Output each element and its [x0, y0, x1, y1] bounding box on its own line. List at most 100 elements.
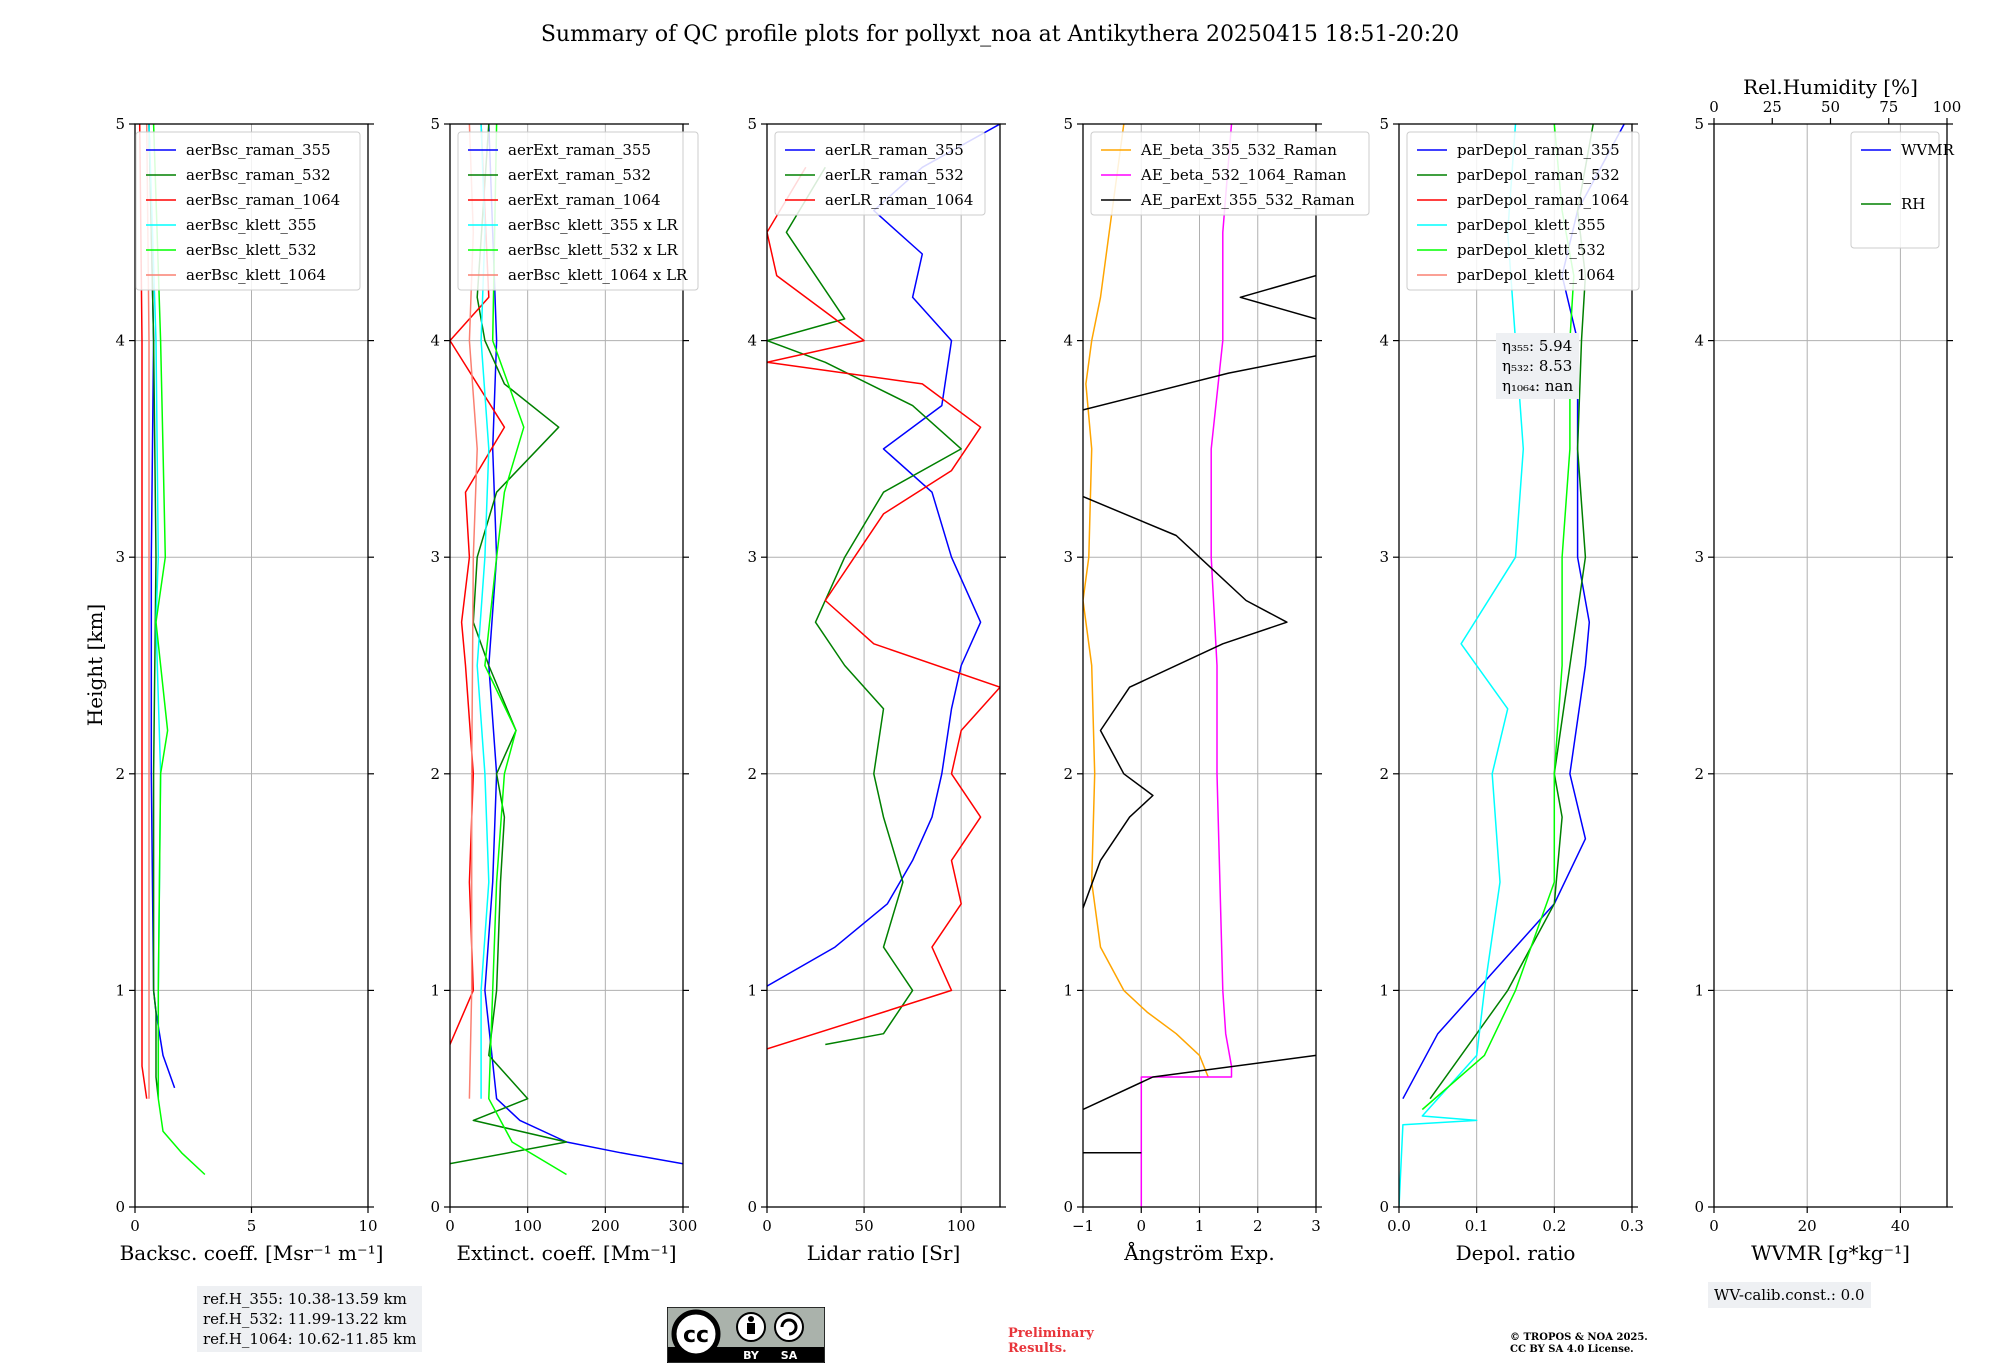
x-tick-label: 5 — [247, 1217, 257, 1235]
legend-box — [457, 131, 699, 291]
y-tick-label: 5 — [1694, 115, 1704, 133]
x-axis-label: Depol. ratio — [1456, 1241, 1576, 1265]
plot-frame — [766, 123, 1001, 1208]
reference-height-box: ref.H_355: 10.38-13.59 km ref.H_532: 11.… — [197, 1286, 423, 1352]
plot-frame — [449, 123, 684, 1208]
x-tick-label: 0.3 — [1620, 1217, 1644, 1235]
x2-tick-label: 100 — [1933, 98, 1962, 116]
legend-label: aerExt_raman_1064 — [508, 191, 661, 209]
x-tick-label: 0.1 — [1465, 1217, 1489, 1235]
series-line-aerBsc_klett_532 — [152, 124, 206, 1176]
y-tick-label: 3 — [1694, 548, 1704, 566]
x-tick-label: 1 — [1195, 1217, 1205, 1235]
y-tick-label: 1 — [1063, 981, 1073, 999]
copyright-line-1: © TROPOS & NOA 2025. — [1510, 1332, 1648, 1343]
legend-label: aerLR_raman_1064 — [825, 191, 973, 209]
legend-label: WVMR — [1901, 141, 1955, 159]
x-tick-label: 2 — [1253, 1217, 1263, 1235]
x-tick-label: 200 — [591, 1217, 620, 1235]
legend-label: aerLR_raman_355 — [825, 141, 964, 159]
series-line-AE_beta_532_1064_Raman — [1140, 124, 1233, 1207]
series-line-aerBsc_klett_1064 — [145, 124, 150, 1099]
series-line-AE_beta_355_532_Raman — [1083, 124, 1209, 1078]
series-line-aerExt_raman_1064 — [450, 124, 506, 1045]
x2-tick-label: 50 — [1821, 98, 1840, 116]
y-tick-label: 2 — [1063, 765, 1073, 783]
y-tick-label: 4 — [747, 332, 757, 350]
x-tick-label: 0 — [1136, 1217, 1146, 1235]
y-tick-label: 5 — [115, 115, 125, 133]
x-tick-label: 0 — [1709, 1217, 1719, 1235]
y-axis-label: Height [km] — [83, 604, 107, 726]
series-line-aerBsc_klett_532 x LR — [484, 124, 567, 1176]
y-tick-label: 4 — [1694, 332, 1704, 350]
y-tick-label: 1 — [747, 981, 757, 999]
y-tick-label: 2 — [1694, 765, 1704, 783]
y-tick-label: 5 — [430, 115, 440, 133]
y-tick-label: 4 — [1379, 332, 1389, 350]
legend-label: aerBsc_klett_532 — [186, 241, 317, 259]
cc-by-text: BY — [743, 1349, 760, 1362]
x2-tick-label: 0 — [1709, 98, 1719, 116]
y-tick-label: 0 — [747, 1198, 757, 1216]
figure-title: Summary of QC profile plots for pollyxt_… — [540, 22, 1460, 47]
y-tick-label: 0 — [1379, 1198, 1389, 1216]
y-tick-label: 2 — [1379, 765, 1389, 783]
legend-label: aerLR_raman_532 — [825, 166, 964, 184]
legend-label: parDepol_klett_532 — [1457, 241, 1606, 259]
y-tick-label: 3 — [115, 548, 125, 566]
eta-532: η₅₃₂: 8.53 — [1502, 357, 1573, 375]
preliminary-line-2: Results. — [1008, 1341, 1067, 1356]
legend-label: aerBsc_klett_532 x LR — [508, 241, 679, 259]
eta-1064: η₁₀₆₄: nan — [1502, 377, 1574, 395]
legend-label: aerBsc_klett_1064 — [186, 266, 326, 284]
y-tick-label: 0 — [1063, 1198, 1073, 1216]
series-line-aerLR_raman_532 — [767, 166, 962, 1046]
eta-calibration-box: η₃₅₅: 5.94 η₅₃₂: 8.53 η₁₀₆₄: nan — [1496, 333, 1580, 399]
y-tick-label: 4 — [430, 332, 440, 350]
y-tick-label: 3 — [1063, 548, 1073, 566]
series-line-aerExt_raman_355 — [484, 124, 683, 1165]
x-tick-label: 0.2 — [1542, 1217, 1566, 1235]
x-axis-label: Ångström Exp. — [1123, 1240, 1274, 1265]
x-tick-label: 100 — [513, 1217, 542, 1235]
cc-sa-text: SA — [781, 1349, 798, 1362]
legend-box — [1090, 131, 1370, 216]
x-tick-label: 20 — [1798, 1217, 1817, 1235]
y-tick-label: 1 — [115, 981, 125, 999]
plot-frame — [1398, 123, 1633, 1208]
x-axis-label: Lidar ratio [Sr] — [807, 1241, 961, 1265]
plot-frame — [1713, 123, 1948, 1208]
legend-box — [135, 131, 361, 291]
legend-label: AE_parExt_355_532_Raman — [1140, 191, 1355, 209]
copyright-note: © TROPOS & NOA 2025. CC BY SA 4.0 Licens… — [1510, 1332, 1648, 1356]
copyright-line-2: CC BY SA 4.0 License. — [1510, 1344, 1634, 1355]
y-tick-label: 0 — [115, 1198, 125, 1216]
wv-calib-const: WV-calib.const.: 0.0 — [1714, 1286, 1865, 1304]
y-tick-label: 3 — [747, 548, 757, 566]
legend-label: parDepol_raman_532 — [1457, 166, 1620, 184]
legend-label: aerBsc_klett_1064 x LR — [508, 266, 688, 284]
legend-label: AE_beta_355_532_Raman — [1140, 141, 1337, 159]
legend-box — [1850, 131, 1940, 249]
preliminary-line-1: Preliminary — [1008, 1326, 1094, 1341]
legend-label: parDepol_klett_355 — [1457, 216, 1606, 234]
y-tick-label: 5 — [747, 115, 757, 133]
legend-box — [1406, 131, 1640, 291]
cc-by-sa-license-logo: cc BY SA — [667, 1307, 825, 1363]
x-axis-label: Extinct. coeff. [Mm⁻¹] — [456, 1241, 676, 1265]
x-tick-label: 0 — [762, 1217, 772, 1235]
series-line-aerBsc_raman_1064 — [138, 124, 148, 1099]
series-line-aerLR_raman_1064 — [767, 166, 1000, 1050]
y-tick-label: 0 — [430, 1198, 440, 1216]
x-tick-label: 3 — [1311, 1217, 1321, 1235]
y-tick-label: 2 — [430, 765, 440, 783]
legend-box — [774, 131, 986, 216]
y-tick-label: 5 — [1063, 115, 1073, 133]
y-tick-label: 2 — [747, 765, 757, 783]
x-tick-label: 40 — [1891, 1217, 1910, 1235]
legend-label: parDepol_raman_1064 — [1457, 191, 1629, 209]
y-tick-label: 1 — [1379, 981, 1389, 999]
y-tick-label: 3 — [430, 548, 440, 566]
legend-label: parDepol_klett_1064 — [1457, 266, 1615, 284]
